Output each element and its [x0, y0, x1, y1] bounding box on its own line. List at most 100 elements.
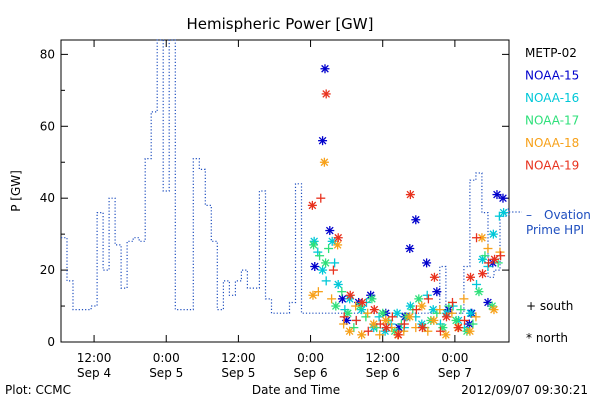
marker-noaa-19: [351, 315, 361, 325]
x-tick-date: Sep 7: [438, 366, 472, 380]
marker-noaa-19: [460, 315, 470, 325]
legend: METP-02 NOAA-15 NOAA-16 NOAA-17 NOAA-18 NOAA-…: [509, 46, 591, 345]
footer-timestamp: 2012/09/07 09:30:21: [461, 383, 588, 397]
marker-noaa-19: [307, 200, 317, 210]
y-axis-ticks: 0 20 40 60 80: [40, 47, 509, 349]
marker-noaa-18: [465, 326, 475, 336]
marker-noaa-15: [405, 244, 415, 254]
marker-noaa-19: [496, 251, 506, 261]
marker-noaa-17: [324, 244, 334, 254]
footer-credit: Plot: CCMC: [5, 383, 71, 397]
marker-noaa-19: [453, 323, 463, 333]
marker-noaa-18: [489, 305, 499, 315]
marker-noaa-19: [328, 265, 338, 275]
marker-noaa-19: [447, 297, 457, 307]
marker-noaa-15: [492, 190, 502, 200]
marker-noaa-19: [333, 233, 343, 243]
marker-noaa-19: [399, 319, 409, 329]
y-axis-label: P [GW]: [9, 170, 23, 212]
marker-noaa-17: [474, 287, 484, 297]
marker-noaa-17: [480, 251, 490, 261]
marker-noaa-19: [411, 305, 421, 315]
marker-noaa-15: [411, 215, 421, 225]
marker-noaa-17: [309, 240, 319, 250]
marker-noaa-19: [369, 305, 379, 315]
marker-noaa-19: [478, 269, 488, 279]
marker-noaa-15: [318, 136, 328, 146]
marker-noaa-18: [471, 312, 481, 322]
marker-noaa-19: [472, 233, 482, 243]
x-tick-time: 0:00: [441, 351, 468, 365]
marker-noaa-19: [417, 323, 427, 333]
legend-entry-noaa-15: NOAA-15: [525, 69, 579, 83]
y-tick-label: 0: [47, 335, 55, 349]
legend-south-hint: + south: [526, 299, 573, 313]
legend-ovation-name: Ovation: [544, 208, 591, 222]
marker-noaa-18: [429, 315, 439, 325]
marker-noaa-19: [441, 312, 451, 322]
plot-frame: [60, 39, 510, 343]
marker-noaa-19: [363, 326, 373, 336]
marker-noaa-18: [357, 330, 367, 340]
x-tick-date: Sep 5: [149, 366, 183, 380]
marker-noaa-19: [321, 89, 331, 99]
legend-entry-noaa-18: NOAA-18: [525, 136, 579, 150]
legend-entry-noaa-16: NOAA-16: [525, 91, 579, 105]
ovation-line: [61, 39, 510, 314]
x-axis-label: Date and Time: [252, 383, 340, 397]
marker-noaa-16: [330, 258, 340, 268]
legend-entry-metp-02: METP-02: [525, 46, 577, 60]
marker-noaa-18: [363, 308, 373, 318]
marker-noaa-18: [447, 308, 457, 318]
marker-noaa-16: [488, 229, 498, 239]
marker-noaa-19: [339, 312, 349, 322]
x-tick-time: 12:00: [365, 351, 400, 365]
marker-noaa-18: [423, 326, 433, 336]
legend-north-hint: * north: [526, 331, 568, 345]
marker-noaa-19: [429, 272, 439, 282]
marker-noaa-16: [392, 308, 402, 318]
marker-noaa-18: [435, 305, 445, 315]
marker-noaa-18: [345, 326, 355, 336]
y-tick-label: 60: [40, 119, 55, 133]
marker-noaa-15: [325, 226, 335, 236]
marker-noaa-17: [456, 305, 466, 315]
marker-noaa-16: [318, 265, 328, 275]
legend-entry-noaa-19: NOAA-19: [525, 159, 579, 173]
marker-noaa-19: [490, 254, 500, 264]
marker-noaa-18: [381, 315, 391, 325]
marker-noaa-16: [466, 308, 476, 318]
marker-noaa-18: [459, 294, 469, 304]
marker-noaa-16: [333, 279, 343, 289]
marker-noaa-19: [357, 297, 367, 307]
y-tick-label: 20: [40, 263, 55, 277]
marker-noaa-19: [381, 323, 391, 333]
marker-noaa-18: [441, 330, 451, 340]
x-tick-date: Sep 6: [366, 366, 400, 380]
marker-noaa-15: [422, 258, 432, 268]
marker-noaa-19: [466, 272, 476, 282]
marker-noaa-19: [345, 290, 355, 300]
marker-noaa-18: [405, 312, 415, 322]
marker-noaa-17: [468, 319, 478, 329]
satellite-markers: [307, 64, 509, 340]
legend-entry-noaa-17: NOAA-17: [525, 114, 579, 128]
marker-noaa-16: [499, 208, 509, 218]
marker-noaa-18: [417, 301, 427, 311]
marker-noaa-15: [320, 64, 330, 74]
marker-noaa-15: [310, 262, 320, 271]
marker-noaa-18: [351, 301, 361, 311]
marker-noaa-16: [321, 276, 331, 286]
marker-noaa-17: [337, 287, 347, 297]
x-tick-time: 0:00: [153, 351, 180, 365]
x-tick-time: 0:00: [297, 351, 324, 365]
marker-noaa-18: [319, 157, 329, 167]
marker-noaa-15: [432, 287, 442, 297]
marker-noaa-17: [367, 294, 377, 304]
marker-noaa-18: [483, 244, 493, 254]
x-tick-time: 12:00: [77, 351, 112, 365]
x-tick-date: Sep 6: [294, 366, 328, 380]
marker-noaa-17: [451, 315, 461, 325]
